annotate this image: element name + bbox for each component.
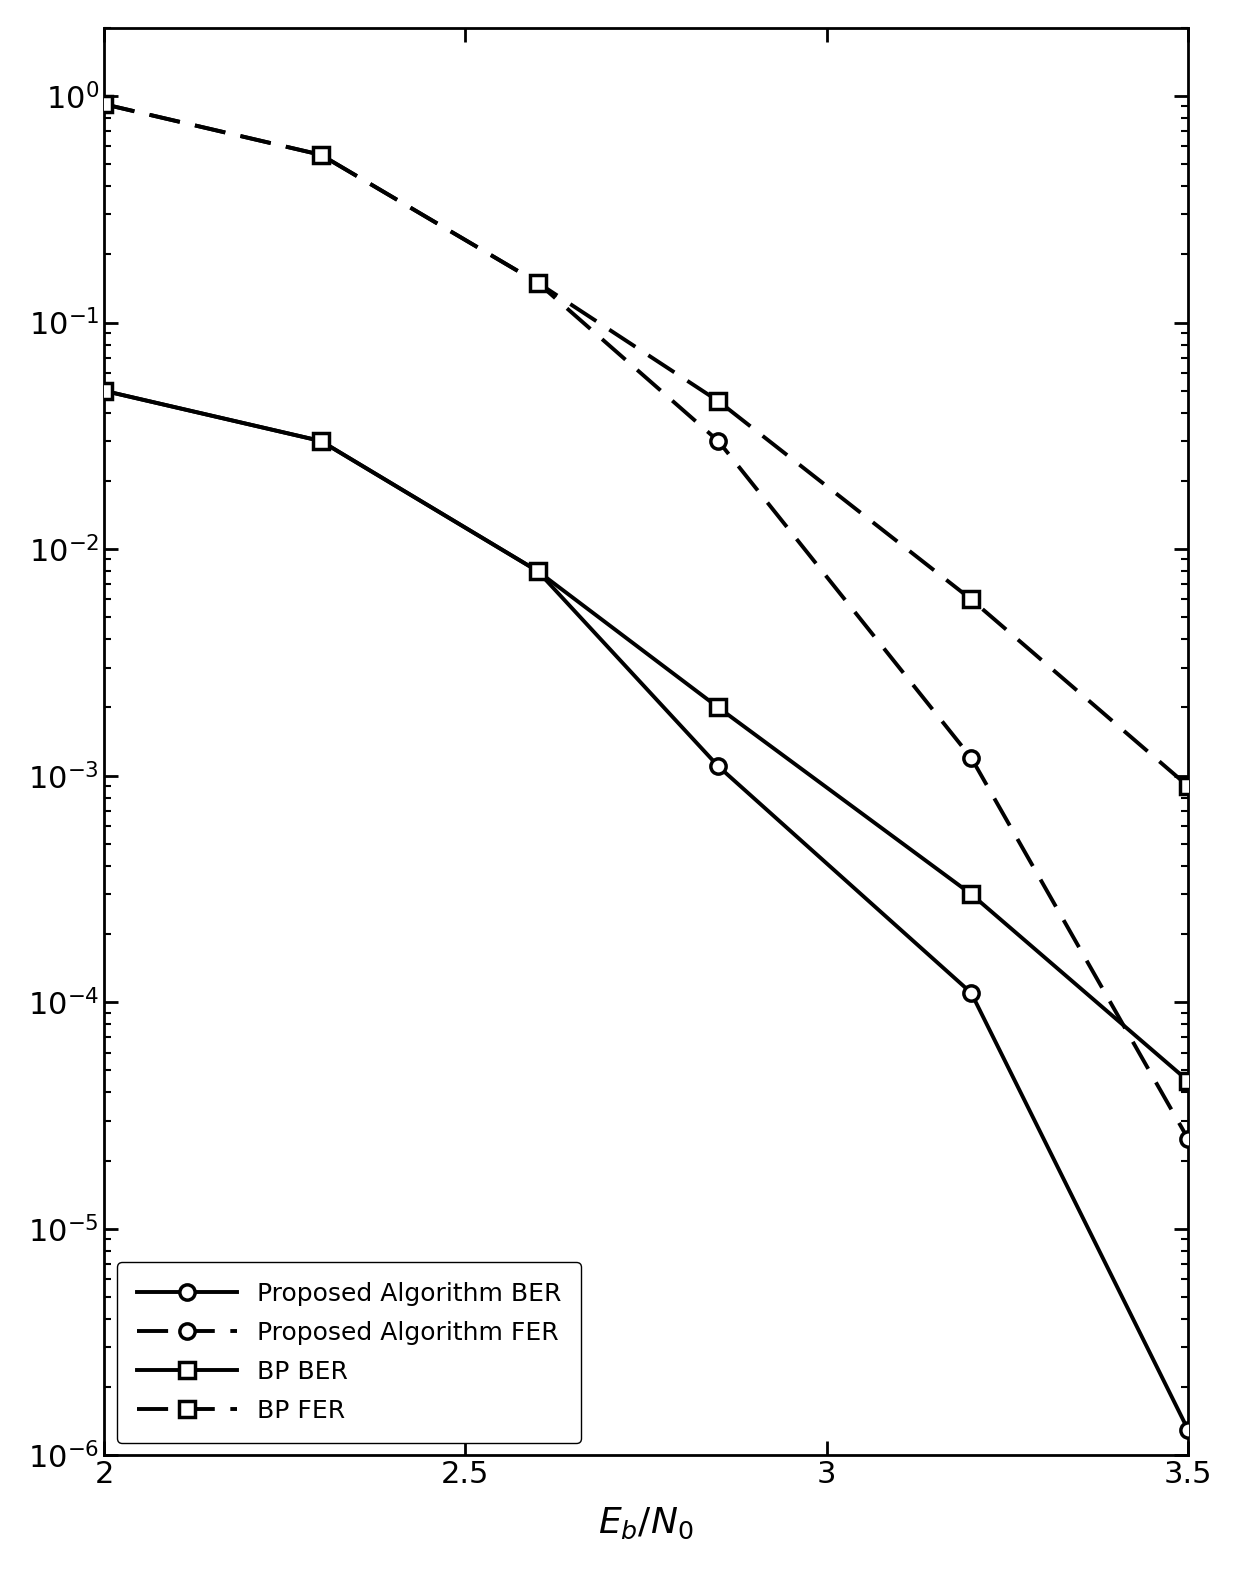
BP FER — [711, 392, 725, 411]
Line: BP BER: BP BER — [97, 383, 1195, 1089]
BP BER — [711, 698, 725, 717]
BP BER — [1180, 1072, 1195, 1090]
Proposed Algorithm BER — [711, 756, 725, 775]
Proposed Algorithm FER — [1180, 1130, 1195, 1149]
Line: Proposed Algorithm BER: Proposed Algorithm BER — [97, 383, 1195, 1437]
BP FER — [531, 273, 546, 292]
Proposed Algorithm FER — [711, 431, 725, 450]
Proposed Algorithm BER — [97, 381, 112, 400]
Proposed Algorithm FER — [97, 94, 112, 113]
Proposed Algorithm BER — [1180, 1420, 1195, 1439]
X-axis label: $E_b/N_0$: $E_b/N_0$ — [598, 1506, 693, 1541]
Legend: Proposed Algorithm BER, Proposed Algorithm FER, BP BER, BP FER: Proposed Algorithm BER, Proposed Algorit… — [117, 1261, 582, 1443]
BP FER — [314, 146, 329, 165]
BP BER — [531, 562, 546, 581]
Proposed Algorithm BER — [314, 431, 329, 450]
BP BER — [314, 431, 329, 450]
BP BER — [97, 381, 112, 400]
Proposed Algorithm FER — [531, 273, 546, 292]
BP FER — [1180, 777, 1195, 795]
BP BER — [963, 885, 978, 904]
Proposed Algorithm FER — [314, 146, 329, 165]
Line: BP FER: BP FER — [97, 97, 1195, 794]
Proposed Algorithm FER — [963, 748, 978, 767]
Line: Proposed Algorithm FER: Proposed Algorithm FER — [97, 97, 1195, 1147]
Proposed Algorithm BER — [531, 562, 546, 581]
BP FER — [963, 590, 978, 609]
BP FER — [97, 94, 112, 113]
Proposed Algorithm BER — [963, 984, 978, 1003]
